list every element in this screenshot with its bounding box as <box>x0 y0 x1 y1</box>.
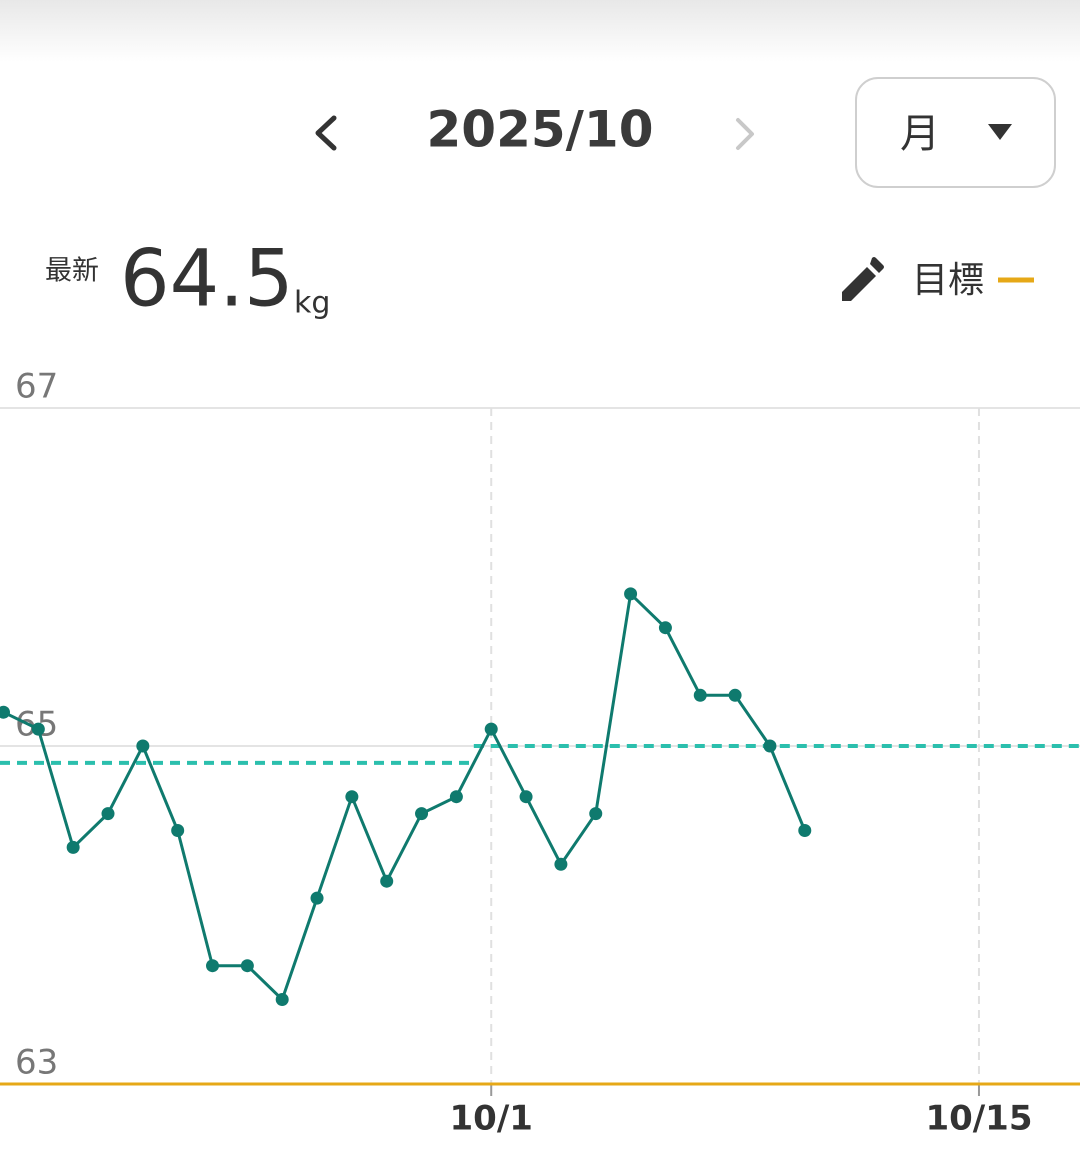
latest-unit: kg <box>294 286 330 321</box>
dropdown-arrow <box>988 124 1012 140</box>
weight-point <box>136 739 150 753</box>
weight-point <box>275 993 289 1006</box>
weight-point <box>484 722 498 736</box>
weight-point <box>0 705 10 719</box>
weight-point <box>763 739 777 753</box>
weight-point <box>206 959 220 973</box>
edit-icon[interactable] <box>842 257 884 301</box>
weight-point <box>693 688 707 702</box>
weight-point <box>519 790 533 804</box>
weight-point <box>728 688 742 702</box>
next-button[interactable] <box>736 118 754 150</box>
pencil <box>842 257 884 301</box>
latest-value: 64.5 <box>120 234 294 324</box>
weight-point <box>66 840 80 854</box>
weight-point <box>345 790 359 804</box>
goal-label: 目標 <box>912 260 984 301</box>
weight-point <box>589 807 603 821</box>
plot: 63656710/110/15 <box>0 367 1080 1139</box>
weight-point <box>554 857 568 871</box>
weight-line <box>2 590 807 1003</box>
prev-button[interactable] <box>315 115 337 151</box>
top-bar <box>0 0 1080 62</box>
x-tick-label: 10/1 <box>450 1099 533 1139</box>
weight-point <box>798 824 812 837</box>
weight-point <box>624 587 638 601</box>
weight-point <box>171 824 185 837</box>
range-label: 月 <box>900 111 940 157</box>
y-tick-label: 67 <box>15 367 58 407</box>
range-dropdown[interactable] <box>855 77 1056 188</box>
weight-point <box>240 959 254 973</box>
weight-point <box>415 807 429 821</box>
latest-label: 最新 <box>45 256 99 287</box>
x-tick-label: 10/15 <box>925 1099 1032 1139</box>
period: 2025/10 <box>426 101 653 159</box>
weight-point <box>449 790 463 804</box>
weight-point <box>658 621 672 635</box>
weight-point <box>31 722 45 736</box>
weight-point <box>380 874 394 888</box>
weight-point <box>310 891 324 905</box>
y-tick-label: 63 <box>15 1043 58 1083</box>
weight-point <box>101 807 115 821</box>
